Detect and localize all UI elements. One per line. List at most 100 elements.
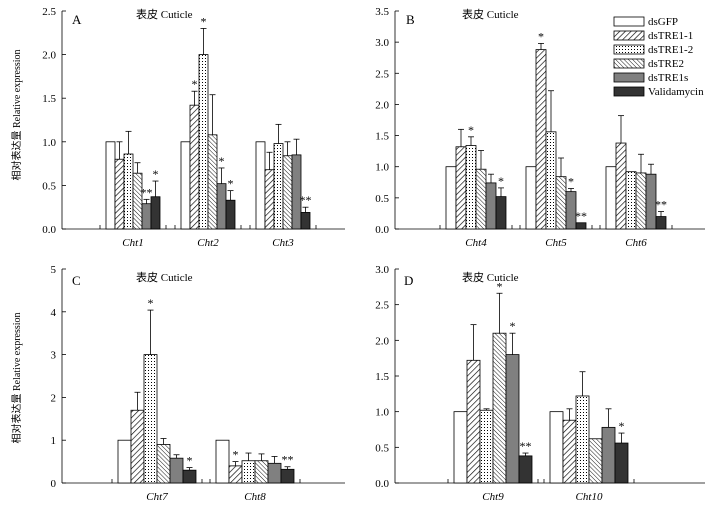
panel-b-significance-mark: ** [575, 209, 587, 223]
panel-a-bar-dstre1s [291, 154, 302, 230]
panel-b-significance-mark: * [498, 174, 504, 188]
panel-a-significance-mark: * [153, 167, 159, 181]
panel-b-significance-mark: * [468, 123, 474, 137]
panel-b-y-tick-label: 0.5 [375, 193, 389, 205]
panel-a-y-tick-label: 1.0 [42, 137, 56, 149]
panel-c-y-tick-label: 5 [51, 264, 57, 276]
panel-c-significance-mark: * [233, 448, 239, 462]
panel-c-significance-mark: ** [282, 453, 294, 467]
panel-c-significance-mark: * [187, 454, 193, 468]
panel-d-y-tick-label: 1.5 [375, 371, 389, 383]
panel-a-bar-dstre1-2 [123, 153, 134, 230]
panel-b-bar-dstre1-1 [615, 142, 627, 230]
panel-d-category-label: Cht10 [576, 491, 603, 503]
panel-b-significance-mark: ** [655, 198, 667, 212]
panel-b-category-label: Cht6 [625, 237, 647, 249]
panel-b-bar-dstre1-2 [625, 171, 637, 230]
panel-b-bar-validamycin [655, 216, 667, 230]
panel-a-bar-validamycin [300, 212, 311, 230]
legend: dsGFP dsTRE1-1 dsTRE1-2 dsTRE2 dsTRE1s V… [613, 16, 704, 98]
legend-swatch-dsgfp [613, 16, 645, 27]
panel-c-bar-dstre1s [267, 462, 282, 484]
panel-b-bar-dstre2 [555, 176, 567, 230]
panel-b-y-tick-label: 3.5 [375, 6, 389, 18]
panel-a-bar-dstre1-2 [273, 143, 284, 230]
panel-a-bar-dstre1-2 [198, 54, 209, 230]
panel-a-bar-validamycin [225, 199, 236, 230]
panel-c-bar-dstre1s [169, 457, 184, 484]
legend-swatch-validamycin [613, 86, 645, 97]
legend-label-dstre1-1: dsTRE1-1 [648, 30, 693, 42]
panel-a-bar-dsgfp [180, 141, 191, 230]
panel-a-category-label: Cht3 [272, 237, 294, 249]
panel-d-y-tick-label: 2.5 [375, 300, 389, 312]
panel-b-bar-dstre1-2 [465, 145, 477, 230]
panel-c-bar-dsgfp [215, 439, 230, 484]
panel-d-bar-validamycin [614, 442, 629, 484]
panel-b-category-label: Cht5 [545, 237, 567, 249]
panel-b-bar-validamycin [495, 196, 507, 230]
legend-swatch-dstre1-1 [613, 30, 645, 41]
panel-a-bar-dstre1-1 [114, 158, 125, 230]
panel-b-y-tick-label: 3.0 [375, 37, 389, 49]
panel-a-bar-dstre1s [141, 203, 152, 230]
panel-b-category-label: Cht4 [465, 237, 487, 249]
panel-d-bar-dsgfp [453, 411, 468, 484]
legend-swatch-dstre1s [613, 72, 645, 83]
panel-b: B 表皮 Cuticle 0.0 0.5 1.0 1.5 2.0 2.5 3.0 3.5 Cht… [375, 6, 705, 249]
panel-b-bar-dstre1s [485, 182, 497, 230]
legend-label-dstre2: dsTRE2 [648, 58, 684, 70]
panel-c-y-tick-label: 1 [51, 435, 57, 447]
panel-b-significance-mark: * [568, 175, 574, 189]
panel-b-y-tick-label: 0.0 [375, 224, 389, 236]
panel-d-bar-dstre1-1 [562, 419, 577, 484]
panel-b-bar-dsgfp [605, 166, 617, 230]
panel-a-bar-dsgfp [105, 141, 116, 230]
panel-d-significance-mark: * [510, 319, 516, 333]
panel-b-y-tick-label: 2.5 [375, 68, 389, 80]
panel-a-significance-mark: ** [141, 185, 153, 199]
panel-b-significance-mark: * [538, 29, 544, 43]
panel-d-significance-mark: * [497, 279, 503, 293]
panel-b-title: 表皮 Cuticle [462, 7, 519, 21]
panel-d-category-label: Cht9 [482, 491, 504, 503]
panel-b-label: B [406, 12, 415, 27]
panel-c-label: C [72, 273, 81, 288]
panel-c-y-tick-label: 3 [51, 350, 57, 362]
panel-a-y-tick-label: 0.5 [42, 180, 56, 192]
panel-a-category-label: Cht2 [197, 237, 219, 249]
panel-c-ylabel: 相对表达量 Relative expression [10, 312, 23, 443]
panel-c: C 表皮 Cuticle 相对表达量 Relative expression 0… [10, 264, 345, 503]
panel-d: D 表皮 Cuticle 0.0 0.5 1.0 1.5 2.0 2.5 3.0 Cht9 Ch… [375, 264, 705, 503]
panel-d-significance-mark: * [619, 419, 625, 433]
panel-d-y-tick-label: 2.0 [375, 335, 389, 347]
panel-b-bar-dsgfp [525, 166, 537, 230]
panel-c-bar-dstre1-1 [228, 465, 243, 484]
panel-a-bar-dstre2 [132, 172, 143, 230]
panel-d-bar-dstre1s [505, 354, 520, 484]
panel-d-y-tick-label: 0.0 [375, 478, 389, 490]
legend-label-dstre1s: dsTRE1s [648, 72, 688, 84]
panel-a-bar-dstre2 [282, 155, 293, 230]
panel-a-significance-mark: ** [300, 193, 312, 207]
panel-d-label: D [404, 273, 413, 288]
panel-c-title: 表皮 Cuticle [136, 270, 193, 284]
panel-d-bar-validamycin [518, 455, 533, 484]
panel-a-bar-validamycin [150, 196, 161, 230]
panel-a-y-tick-label: 0.0 [42, 224, 56, 236]
panel-a-label: A [72, 12, 82, 27]
panel-d-bar-dstre1s [601, 426, 616, 484]
panel-a-ylabel: 相对表达量 Relative expression [10, 49, 23, 180]
panel-a: A 表皮 Cuticle 相对表达量 Relative expression 0… [10, 6, 345, 249]
panel-c-category-label: Cht8 [244, 491, 266, 503]
panel-b-y-tick-label: 1.0 [375, 162, 389, 174]
panel-a-bar-dstre1s [216, 183, 227, 230]
panel-d-y-tick-label: 3.0 [375, 264, 389, 276]
legend-swatch-dstre1-2 [613, 44, 645, 55]
panel-b-bar-dstre1-1 [535, 49, 547, 230]
panel-d-bar-dstre1-1 [466, 359, 481, 484]
panel-c-bar-validamycin [280, 468, 295, 484]
panel-c-bar-dsgfp [117, 439, 132, 484]
panel-a-significance-mark: * [201, 14, 207, 28]
panel-a-significance-mark: * [219, 154, 225, 168]
